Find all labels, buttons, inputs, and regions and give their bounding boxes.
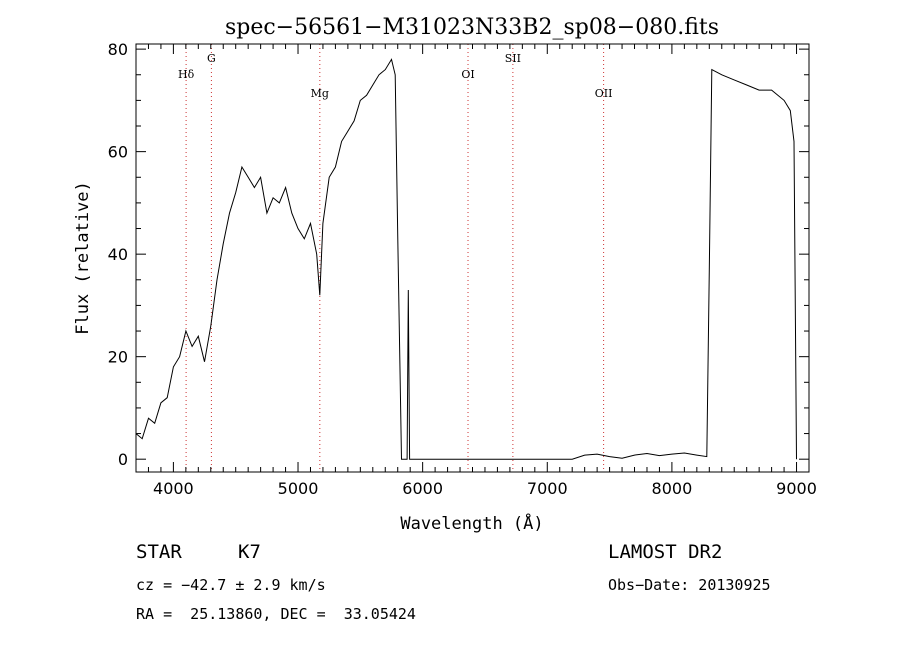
y-axis-ticks: 0 20 40 60 80 <box>108 40 809 469</box>
coordinates-text: RA = 25.13860, DEC = 33.05424 <box>136 605 416 623</box>
marker-labels: Hδ G Mg OI SII OII <box>178 52 612 100</box>
x-axis-ticks: 4000 5000 6000 7000 8000 9000 <box>147 44 817 498</box>
marker-label: G <box>207 52 216 65</box>
y-tick-label: 0 <box>118 450 128 469</box>
y-tick-label: 40 <box>108 245 128 264</box>
redshift-text: cz = −42.7 ± 2.9 km/s <box>136 576 326 594</box>
survey-name: LAMOST DR2 <box>608 541 723 563</box>
x-tick-label: 5000 <box>278 479 319 498</box>
x-tick-label: 8000 <box>652 479 693 498</box>
plot-frame <box>135 43 810 473</box>
x-tick-label: 9000 <box>776 479 817 498</box>
spectrum-line <box>135 58 797 460</box>
marker-label: SII <box>505 52 521 65</box>
marker-label: Mg <box>311 87 329 100</box>
chart-title: spec−56561−M31023N33B2_sp08−080.fits <box>225 15 719 40</box>
object-type: STAR <box>136 541 182 563</box>
y-tick-label: 20 <box>108 348 128 367</box>
x-tick-label: 6000 <box>402 479 443 498</box>
object-subclass: K7 <box>238 541 261 563</box>
y-tick-label: 60 <box>108 143 128 162</box>
marker-lines <box>185 44 605 472</box>
x-axis-label: Wavelength (Å) <box>400 512 543 534</box>
marker-label: OI <box>461 68 474 81</box>
marker-label: OII <box>595 87 613 100</box>
x-tick-label: 7000 <box>527 479 568 498</box>
obs-date-text: Obs−Date: 20130925 <box>608 576 771 594</box>
marker-label: Hδ <box>178 68 195 81</box>
x-tick-label: 4000 <box>153 479 194 498</box>
y-axis-label: Flux (relative) <box>73 181 93 335</box>
y-tick-label: 80 <box>108 40 128 59</box>
